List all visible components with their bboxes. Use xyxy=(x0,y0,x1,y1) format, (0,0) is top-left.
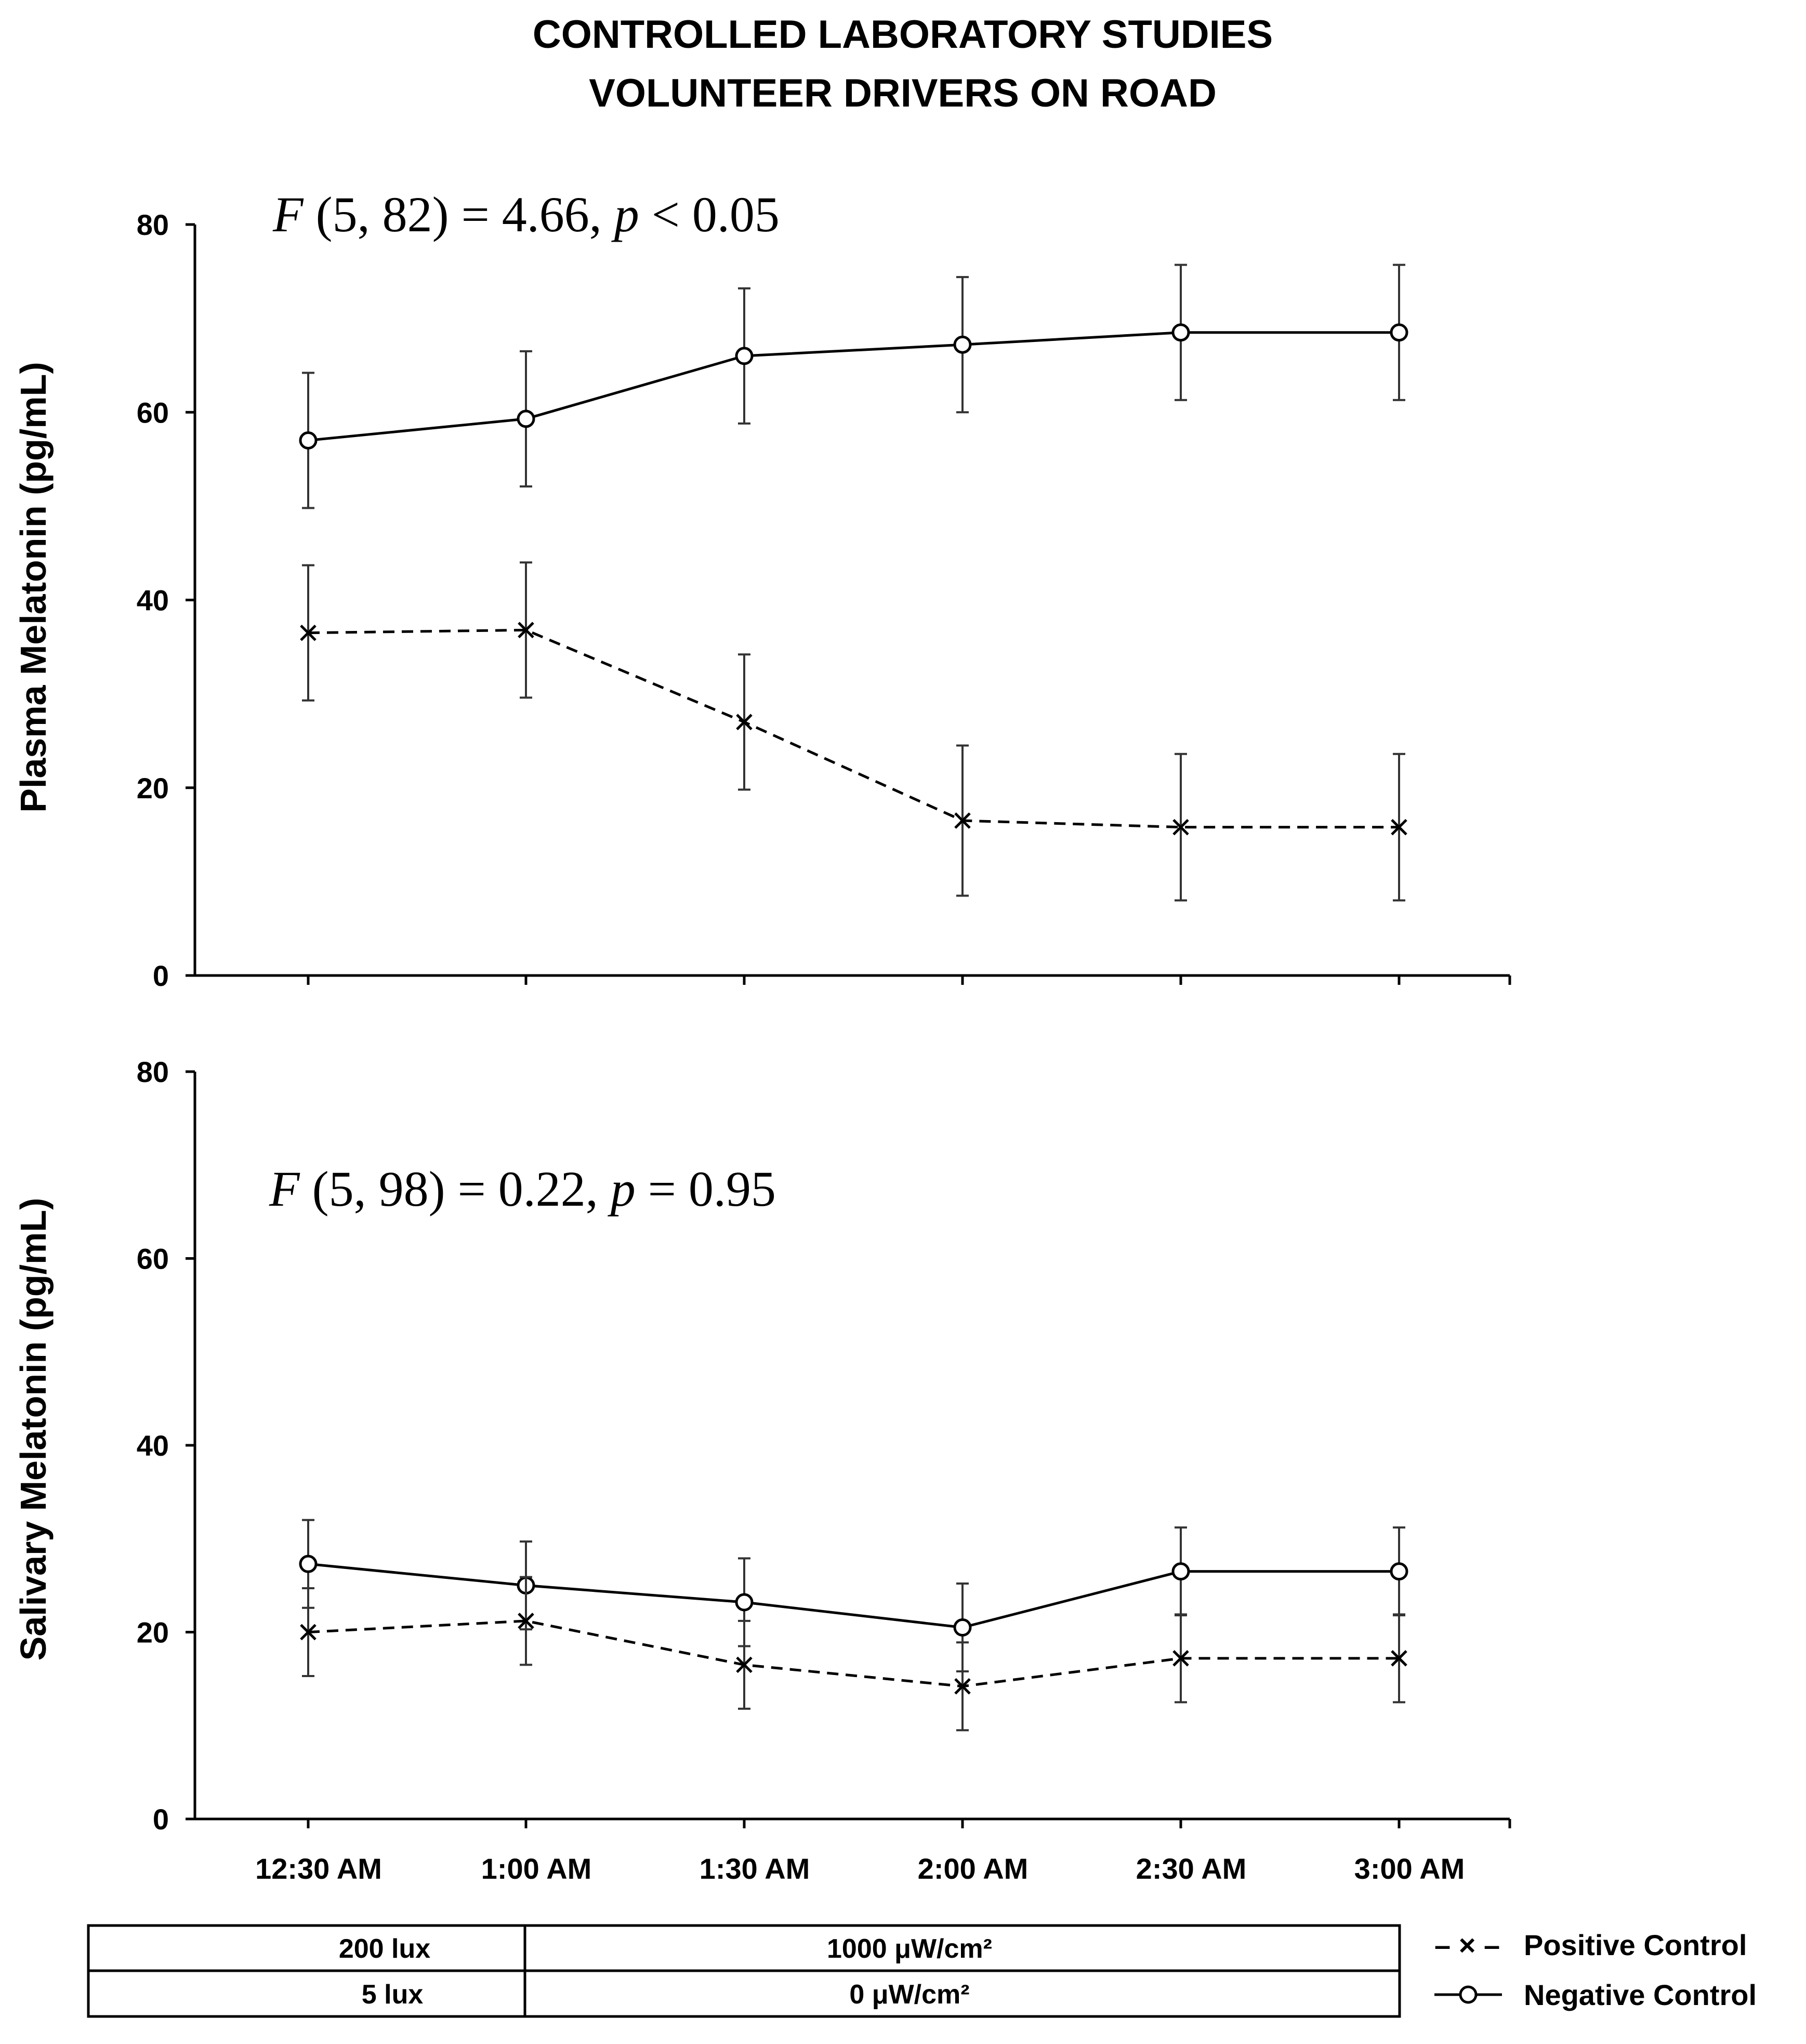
plasma-negative-control-point xyxy=(735,347,754,365)
chart-title-line1: CONTROLLED LABORATORY STUDIES xyxy=(533,12,1273,57)
salivary-x-tick-label: 1:30 AM xyxy=(700,1852,810,1885)
plasma-y-tick-label: 60 xyxy=(137,396,169,429)
salivary-positive-control-point-stroke xyxy=(300,1624,317,1641)
plasma-positive-control-line xyxy=(308,628,1399,829)
table-row2-right: 0 μW/cm² xyxy=(849,1980,969,2010)
plasma-negative-control-point xyxy=(1171,323,1190,342)
plasma-positive-control-point xyxy=(736,714,753,731)
salivary-positive-control-point xyxy=(1172,1650,1189,1667)
salivary-y-tick-label: 0 xyxy=(153,1803,169,1836)
plasma-y-tick-label: 0 xyxy=(153,959,169,992)
salivary-positive-control-point xyxy=(736,1656,753,1673)
plasma-negative-control-point xyxy=(517,410,535,428)
salivary-y-tick-label: 20 xyxy=(137,1616,169,1649)
chart-title-line2: VOLUNTEER DRIVERS ON ROAD xyxy=(589,71,1217,115)
salivary-y-tick-label: 40 xyxy=(137,1429,169,1462)
plasma-positive-control-point-stroke xyxy=(1391,819,1407,836)
table-row2-left: 5 lux xyxy=(362,1980,424,2010)
salivary-positive-control-point xyxy=(518,1613,534,1629)
salivary-y-axis-label: Salivary Melatonin (pg/mL) xyxy=(13,1198,54,1661)
salivary-y-tick-label: 80 xyxy=(137,1056,169,1088)
plasma-positive-control-point-stroke xyxy=(300,624,317,641)
legend-positive-label: Positive Control xyxy=(1524,1929,1747,1961)
plasma-y-tick-label: 20 xyxy=(137,772,169,805)
legend-positive-symbol: – × – xyxy=(1434,1929,1500,1961)
salivary-positive-control-point-stroke xyxy=(1172,1650,1189,1667)
salivary-x-tick-label: 1:00 AM xyxy=(481,1852,592,1885)
plasma-positive-control-point-stroke xyxy=(736,714,753,731)
plasma-stat-annotation: F (5, 82) = 4.66, p < 0.05 xyxy=(272,187,780,242)
salivary-positive-control-point-stroke xyxy=(518,1613,534,1629)
salivary-positive-control-point-stroke xyxy=(736,1656,753,1673)
plasma-y-tick-label: 80 xyxy=(137,208,169,241)
plasma-y-tick-label: 40 xyxy=(137,584,169,617)
plasma-negative-control-point xyxy=(1390,323,1408,342)
plasma-positive-control-point-stroke xyxy=(518,622,534,639)
salivary-negative-control-point xyxy=(299,1554,318,1573)
salivary-positive-control-point xyxy=(300,1624,317,1641)
salivary-x-tick-label: 3:00 AM xyxy=(1354,1852,1465,1885)
plasma-positive-control-point xyxy=(300,624,317,641)
salivary-positive-control-point xyxy=(1391,1650,1407,1667)
salivary-x-tick-label: 2:00 AM xyxy=(918,1852,1029,1885)
salivary-positive-control-line xyxy=(308,1619,1399,1688)
light-conditions-table: 200 lux 1000 μW/cm² 5 lux 0 μW/cm² xyxy=(87,1924,1401,2018)
legend: – × – Positive Control Negative Control xyxy=(1434,1929,1757,2011)
salivary-positive-control-point-stroke xyxy=(1391,1650,1407,1667)
salivary-melatonin-chart: Salivary Melatonin (pg/mL) F (5, 98) = 0… xyxy=(13,1056,1511,1885)
table-row1-left: 200 lux xyxy=(339,1934,430,1964)
plasma-y-axis-label: Plasma Melatonin (pg/mL) xyxy=(13,362,54,812)
plasma-negative-control-point xyxy=(953,335,972,354)
plasma-positive-control-point-stroke xyxy=(954,812,971,829)
salivary-negative-control-point xyxy=(735,1593,754,1612)
plasma-positive-control-point xyxy=(1172,819,1189,836)
plasma-melatonin-chart: Plasma Melatonin (pg/mL) F (5, 82) = 4.6… xyxy=(13,187,1511,992)
salivary-positive-control-point xyxy=(954,1678,971,1695)
salivary-negative-control-line xyxy=(308,1562,1399,1629)
salivary-x-tick-label: 12:30 AM xyxy=(255,1852,382,1885)
plasma-negative-control-point xyxy=(299,431,318,450)
salivary-x-tick-label: 2:30 AM xyxy=(1136,1852,1247,1885)
plasma-positive-control-point xyxy=(1391,819,1407,836)
plasma-negative-control-line xyxy=(308,331,1399,442)
salivary-negative-control-point xyxy=(953,1618,972,1637)
legend-negative-label: Negative Control xyxy=(1524,1979,1757,2011)
salivary-negative-control-point xyxy=(1390,1562,1408,1581)
table-row1-right: 1000 μW/cm² xyxy=(827,1934,992,1964)
salivary-y-tick-label: 60 xyxy=(137,1243,169,1275)
salivary-negative-control-point xyxy=(1171,1562,1190,1581)
legend-negative-marker xyxy=(1459,1985,1478,2004)
salivary-stat-annotation: F (5, 98) = 0.22, p = 0.95 xyxy=(269,1161,776,1217)
plasma-positive-control-point-stroke xyxy=(1172,819,1189,836)
plasma-positive-control-point xyxy=(518,622,534,639)
plasma-positive-control-point xyxy=(954,812,971,829)
salivary-positive-control-point-stroke xyxy=(954,1678,971,1695)
